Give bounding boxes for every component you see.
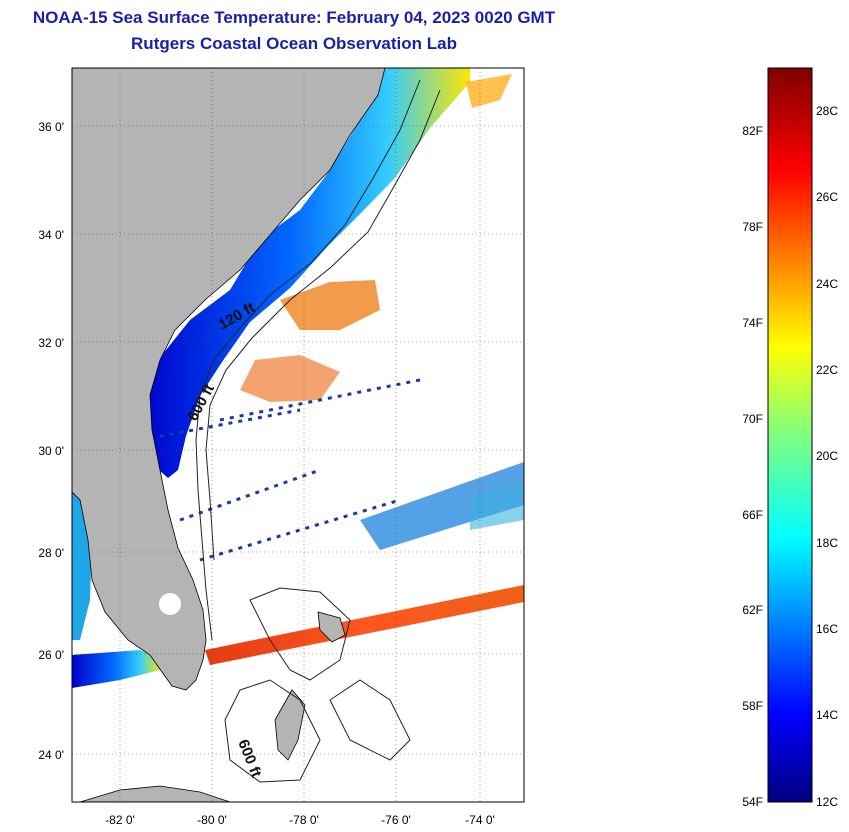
colorbar-fahrenheit-labels: 82F 78F 74F 70F 66F 62F 58F 54F — [742, 124, 763, 809]
warm-swath — [205, 585, 524, 665]
colorbar-c-label: 16C — [816, 622, 838, 636]
isobath-120ft — [195, 79, 421, 641]
lake — [159, 593, 181, 615]
land-mass — [72, 68, 386, 691]
isobath-bahamas — [224, 587, 411, 783]
map-frame — [71, 67, 525, 803]
warm-patch — [240, 355, 340, 402]
colorbar-c-label: 28C — [816, 104, 838, 118]
coastal-water-band — [140, 68, 470, 478]
colorbar — [767, 67, 813, 803]
isobath-label: 600 ft — [234, 737, 264, 780]
colorbar-f-label: 54F — [742, 795, 763, 809]
colorbar-f-label: 70F — [742, 412, 763, 426]
warm-patch — [280, 280, 380, 330]
colorbar-f-label: 66F — [742, 508, 763, 522]
map-grid — [72, 68, 524, 802]
colorbar-f-label: 82F — [742, 124, 763, 138]
colorbar-c-label: 14C — [816, 708, 838, 722]
map-title: NOAA-15 Sea Surface Temperature: Februar… — [32, 8, 556, 27]
cold-streak — [470, 480, 524, 530]
coastal-water-band — [72, 650, 162, 688]
lon-tick-label: -82 0' — [105, 813, 135, 827]
lat-tick-label: 32 0' — [38, 336, 64, 350]
lat-tick-label: 24 0' — [38, 748, 64, 762]
bahamas-island — [274, 689, 306, 761]
warm-patch — [466, 74, 512, 108]
colorbar-f-label: 58F — [742, 699, 763, 713]
bahamas-island — [317, 611, 346, 643]
isobath-600ft — [205, 89, 441, 561]
colorbar-c-label: 26C — [816, 190, 838, 204]
lat-tick-label: 28 0' — [38, 546, 64, 560]
colorbar-f-label: 74F — [742, 316, 763, 330]
lat-tick-label: 34 0' — [38, 228, 64, 242]
colorbar-c-label: 18C — [816, 536, 838, 550]
lat-tick-label: 26 0' — [38, 648, 64, 662]
colorbar-c-label: 24C — [816, 277, 838, 291]
lon-tick-label: -78 0' — [289, 813, 319, 827]
colorbar-c-label: 22C — [816, 363, 838, 377]
cuba-land — [79, 785, 231, 802]
lat-tick-label: 30 0' — [38, 444, 64, 458]
lon-tick-label: -76 0' — [381, 813, 411, 827]
longitude-labels: -82 0' -80 0' -78 0' -76 0' -74 0' — [105, 813, 495, 827]
colorbar-c-label: 20C — [816, 449, 838, 463]
map-subtitle: Rutgers Coastal Ocean Observation Lab — [131, 34, 457, 53]
colorbar-f-label: 62F — [742, 603, 763, 617]
colorbar-celsius-labels: 28C 26C 24C 22C 20C 18C 16C 14C 12C — [816, 104, 838, 809]
colorbar-f-label: 78F — [742, 220, 763, 234]
latitude-labels: 36 0' 34 0' 32 0' 30 0' 28 0' 26 0' 24 0… — [38, 120, 64, 762]
lat-tick-label: 36 0' — [38, 120, 64, 134]
colorbar-c-label: 12C — [816, 795, 838, 809]
lon-tick-label: -80 0' — [197, 813, 227, 827]
cold-streak — [360, 462, 524, 550]
map-panel — [72, 68, 524, 802]
lon-tick-label: -74 0' — [465, 813, 495, 827]
